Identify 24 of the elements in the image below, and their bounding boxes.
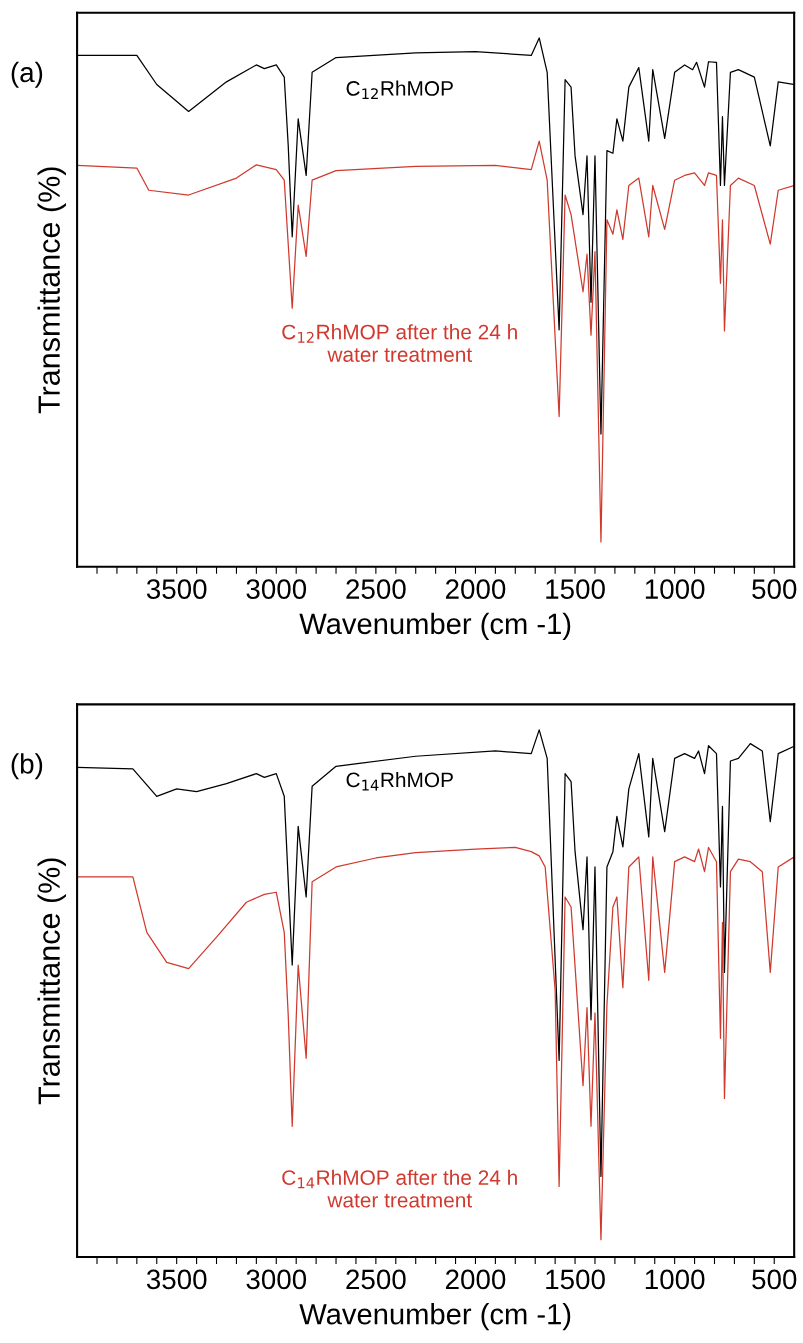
x-tick-label: 500 bbox=[752, 1269, 797, 1290]
series-label: C$_{12}$RhMOP bbox=[346, 80, 453, 100]
x-tick-label: 2000 bbox=[445, 1269, 506, 1290]
x-tick-label: 3500 bbox=[146, 1269, 207, 1290]
x-tick-label: 3500 bbox=[146, 579, 207, 599]
x-tick-label: 500 bbox=[752, 579, 797, 599]
x-tick-label: 3000 bbox=[246, 579, 307, 599]
y-axis-title: Transmittance (%) bbox=[37, 858, 66, 1105]
x-tick-label: 2000 bbox=[445, 579, 506, 599]
text: (a) bbox=[11, 61, 43, 88]
series-label: C$_{12}$RhMOP after the 24 h water treatment bbox=[282, 324, 517, 362]
x-axis-title: Wavenumber (cm -1) bbox=[299, 1303, 571, 1331]
x-tick-label: 1500 bbox=[546, 1269, 605, 1290]
x-tick-label: 1000 bbox=[645, 1269, 705, 1290]
x-tick-label: 2500 bbox=[346, 579, 406, 599]
y-axis-title: Transmittance (%) bbox=[37, 167, 66, 414]
text: C$_{14}$RhMOP after the 24 h water treatment bbox=[282, 1169, 517, 1208]
x-tick-label: 1000 bbox=[645, 579, 705, 599]
text: (b) bbox=[11, 753, 43, 780]
x-tick-label: 1500 bbox=[546, 579, 605, 599]
x-tick-label: 3000 bbox=[246, 1269, 307, 1290]
series-label: C$_{14}$RhMOP bbox=[346, 771, 453, 791]
x-tick-label: 2500 bbox=[346, 1269, 406, 1290]
x-axis-title: Wavenumber (cm -1) bbox=[299, 612, 571, 640]
